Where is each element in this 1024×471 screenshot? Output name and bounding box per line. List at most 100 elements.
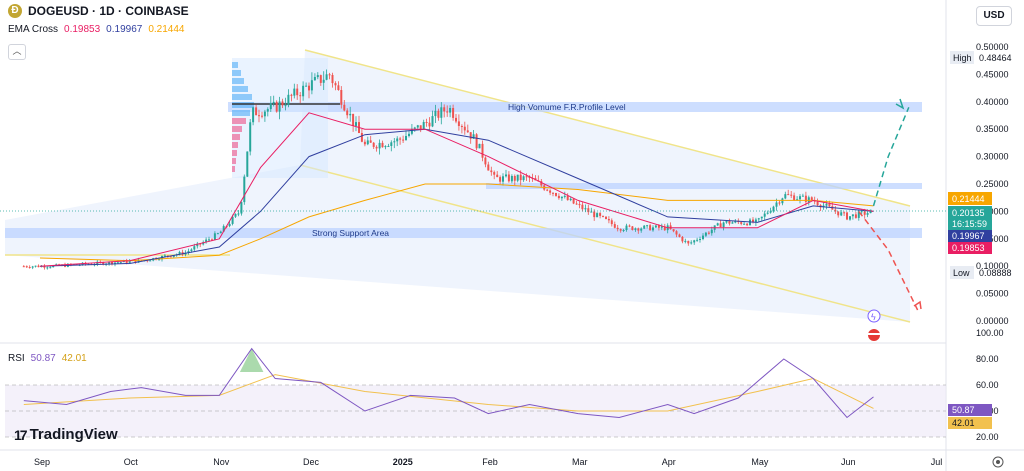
tradingview-logo[interactable]: 17 TradingView: [14, 426, 118, 443]
candle-body: [355, 122, 357, 126]
channel-lower-line[interactable]: [299, 164, 911, 323]
candle-body: [522, 176, 525, 181]
resistance-zone[interactable]: [228, 102, 922, 112]
candle-body: [440, 107, 443, 118]
ema-slow-line: [39, 183, 874, 262]
candle-body: [49, 267, 52, 269]
candle-body: [628, 225, 631, 227]
candle-body: [425, 122, 428, 123]
candle-body: [281, 101, 284, 106]
volume-profile-bar: [232, 134, 240, 140]
candle-body: [431, 116, 434, 127]
candle-body: [799, 196, 801, 200]
rsi-line: [23, 347, 874, 419]
rsi-tick-label: 100.00: [976, 328, 1004, 338]
volume-profile-bar: [232, 78, 244, 84]
candle-body: [704, 232, 707, 236]
candle-body: [863, 211, 866, 215]
rsi-legend[interactable]: RSI 50.87 42.01: [8, 353, 87, 364]
candle-body: [605, 216, 607, 219]
candle-body: [405, 136, 407, 141]
candle-body: [328, 74, 331, 76]
candle-body: [493, 172, 496, 175]
candle-body: [463, 126, 466, 131]
candle-body: [790, 194, 793, 196]
candle-body: [672, 229, 675, 232]
candle-body: [319, 75, 322, 83]
volume-profile-bar: [232, 158, 236, 164]
candle-body: [563, 195, 566, 197]
candle-body: [669, 225, 672, 230]
candle-body: [707, 232, 710, 234]
candle-body: [678, 234, 681, 237]
candle-body: [278, 101, 281, 112]
candle-body: [663, 226, 666, 231]
lightning-glyph: ϟ: [871, 312, 876, 322]
candle-body: [390, 142, 393, 146]
candle-body: [393, 141, 396, 143]
candle-body: [746, 223, 749, 226]
settings-gear-icon[interactable]: [992, 456, 1004, 468]
ema-slow-badge: [948, 192, 992, 205]
candle-body: [581, 204, 584, 210]
price-tick-label: 0.30000: [976, 152, 1009, 162]
candle-body: [158, 259, 161, 261]
candle-body: [202, 242, 205, 245]
time-tick-label: May: [751, 457, 769, 467]
candle-body: [111, 261, 113, 265]
ema-legend[interactable]: EMA Cross 0.19853 0.19967 0.21444: [8, 24, 184, 35]
price-tick-label: 0.25000: [976, 179, 1009, 189]
candle-body: [410, 128, 413, 134]
candle-body: [596, 213, 599, 218]
candle-body: [343, 104, 346, 111]
candle-body: [378, 142, 381, 149]
candle-body: [510, 176, 513, 182]
candle-body: [416, 125, 419, 128]
candle-body: [258, 115, 260, 117]
candle-body: [684, 240, 687, 242]
currency-button[interactable]: USD: [976, 6, 1012, 26]
ema-fast-badge-text: 0.19853: [952, 243, 985, 253]
candle-body: [634, 228, 637, 230]
volume-profile-bar: [232, 62, 238, 68]
candle-body: [275, 101, 278, 112]
time-tick-label: Jun: [841, 457, 856, 467]
rsi-tick-label: 80.00: [976, 354, 999, 364]
candle-body: [631, 226, 634, 230]
candle-body: [272, 101, 275, 104]
candle-body: [516, 174, 519, 181]
candle-body: [346, 110, 349, 116]
candle-body: [149, 260, 152, 262]
lightning-icon[interactable]: [867, 309, 881, 323]
candle-body: [246, 151, 249, 177]
support-zone[interactable]: [5, 228, 922, 238]
price-tick-label: 0.10000: [976, 261, 1009, 271]
candle-body: [557, 195, 560, 199]
time-tick-label: Sep: [34, 457, 50, 467]
candle-body: [587, 208, 590, 213]
mid-zone[interactable]: [486, 183, 922, 189]
candle-body: [490, 170, 493, 173]
candle-body: [114, 262, 116, 265]
candle-body: [457, 121, 460, 126]
price-tick-label: 0.35000: [976, 124, 1009, 134]
candle-body: [313, 77, 316, 81]
candle-body: [449, 108, 452, 113]
high-label-box: [950, 51, 974, 64]
candle-body: [481, 143, 484, 158]
candle-body: [528, 176, 531, 178]
candle-body: [578, 204, 581, 206]
candle-body: [593, 211, 596, 218]
collapse-legend-button[interactable]: ︿: [8, 44, 26, 60]
candle-body: [505, 174, 507, 177]
last-price-badge: [948, 206, 992, 230]
tradingview-mark-icon: 17: [14, 426, 28, 443]
rsi-label: RSI: [8, 353, 25, 364]
candle-body: [584, 208, 587, 210]
candle-body: [31, 266, 34, 268]
symbol-header[interactable]: Ð DOGEUSD · 1D · COINBASE: [8, 4, 189, 18]
ema-slow-badge-text: 0.21444: [952, 194, 985, 204]
channel-upper-line[interactable]: [304, 49, 911, 207]
